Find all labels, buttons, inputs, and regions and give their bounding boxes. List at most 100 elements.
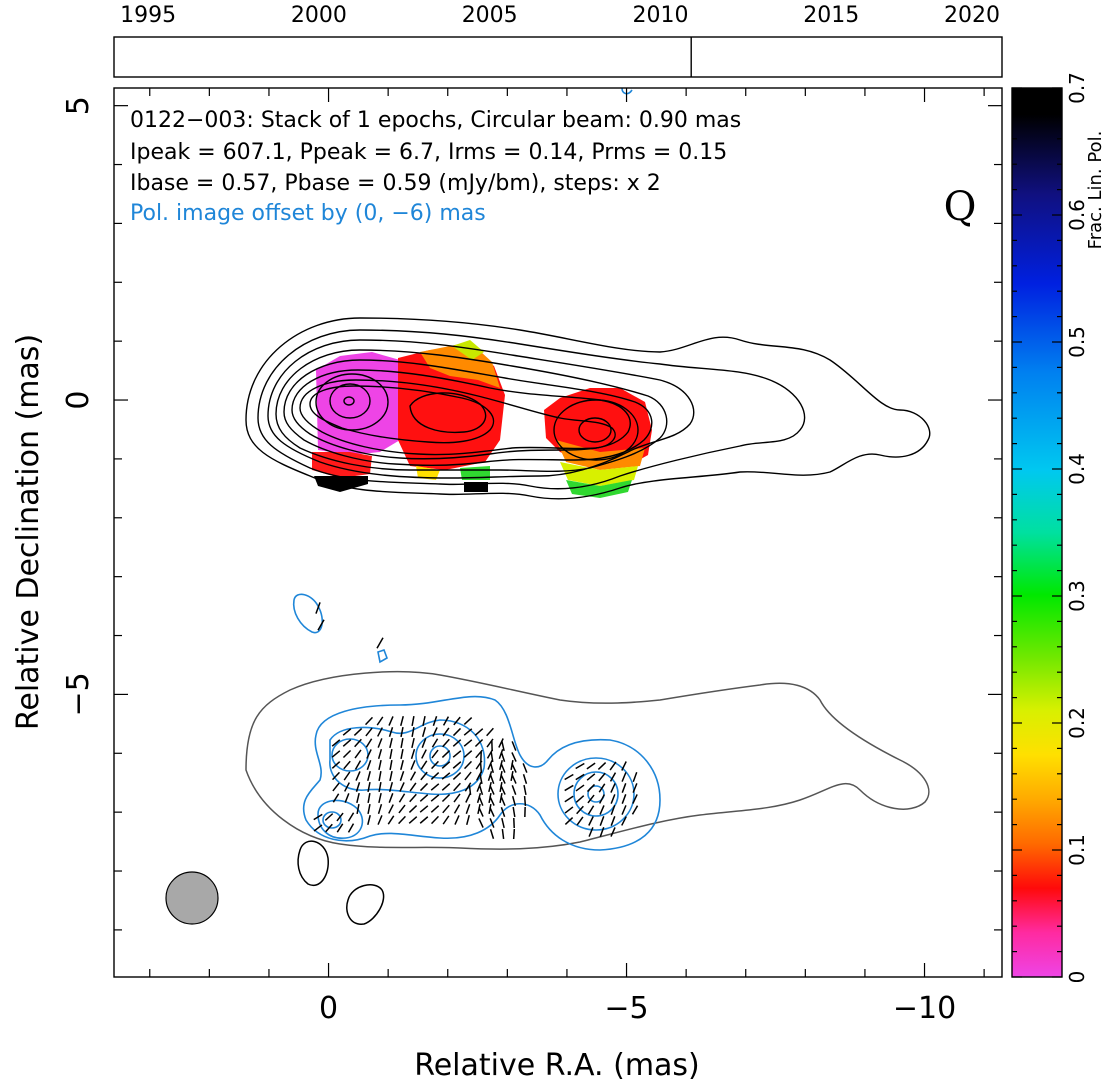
evpa-tick (342, 728, 352, 736)
y-tick-label: 5 (61, 96, 96, 115)
evpa-tick (500, 796, 506, 806)
evpa-tick (489, 785, 495, 795)
evpa-tick (317, 619, 325, 631)
evpa-tick (332, 782, 340, 792)
evpa-tick (389, 737, 393, 749)
evpa-tick (475, 760, 483, 770)
evpa-tick (453, 804, 461, 814)
evpa-tick (331, 739, 341, 747)
evpa-tick (452, 739, 462, 747)
evpa-tick (599, 827, 605, 837)
timeline-tick-label: 2010 (632, 3, 688, 28)
ghost-blob-2 (346, 884, 385, 925)
evpa-tick (511, 795, 517, 807)
evpa-tick (442, 716, 450, 726)
evpa-tick (478, 796, 484, 806)
evpa-tick (442, 727, 450, 737)
evpa-tick (408, 804, 418, 814)
evpa-tick (431, 749, 439, 759)
evpa-tick (599, 805, 605, 815)
evpa-tick (453, 793, 461, 803)
evpa-tick (387, 815, 395, 825)
pol-contour-mid2 (331, 738, 369, 772)
colorbar-tick-label: 0.6 (1065, 199, 1089, 231)
evpa-tick (522, 773, 528, 785)
evpa-tick (366, 760, 372, 770)
evpa-tick (474, 728, 484, 736)
evpa-tick (468, 784, 472, 796)
evpa-tick (442, 815, 450, 825)
evpa-tick (631, 805, 639, 815)
evpa-tick (632, 783, 638, 793)
evpa-tick (399, 782, 405, 792)
evpa-tick (364, 716, 374, 726)
evpa-tick (441, 749, 451, 759)
evpa-tick (511, 752, 517, 762)
evpa-tick (489, 818, 495, 828)
evpa-tick (523, 784, 527, 796)
evpa-tick (388, 716, 394, 726)
evpa-tick (421, 726, 427, 738)
evpa-tick (331, 750, 341, 758)
evpa-tick (486, 727, 494, 737)
evpa-tick (430, 783, 440, 791)
timeline-tick-label: 2005 (462, 3, 518, 28)
evpa-tick (500, 752, 506, 762)
colorbar-label: Frac. Lin. Pol. (1085, 131, 1106, 250)
evpa-tick (388, 804, 394, 814)
ghost-i-contour (245, 671, 930, 850)
timeline-tick-label: 2000 (291, 3, 347, 28)
evpa-tick (575, 773, 585, 781)
evpa-tick (523, 795, 527, 807)
plot-frame (113, 87, 1003, 978)
evpa-tick (487, 771, 493, 781)
evpa-tick (344, 782, 350, 792)
evpa-tick (400, 726, 404, 738)
evpa-tick (621, 783, 627, 793)
evpa-tick (463, 760, 473, 770)
evpa-tick (463, 728, 473, 736)
evpa-tick (388, 793, 394, 803)
y-tick-label: −5 (61, 672, 96, 716)
evpa-tick (378, 759, 382, 771)
evpa-tick (442, 738, 450, 748)
evpa-tick (419, 816, 429, 824)
evpa-tick (400, 748, 404, 760)
i-contour-9 (315, 373, 389, 431)
evpa-tick (512, 806, 516, 818)
i-contour-jet1-inner (409, 392, 487, 434)
evpa-tick (587, 805, 595, 815)
evpa-tick (576, 816, 584, 826)
timeline-frame (113, 36, 1003, 78)
colorbar-tick-label: 0.7 (1065, 72, 1089, 104)
evpa-tick (409, 771, 417, 781)
i-contour-jet2-1 (553, 399, 639, 461)
colorbar-tick-label: 0.5 (1065, 326, 1089, 358)
evpa-tick (489, 774, 495, 784)
evpa-tick (313, 824, 323, 832)
evpa-tick (365, 727, 373, 737)
evpa-tick (479, 773, 483, 785)
evpa-tick (441, 793, 451, 803)
evpa-tick (489, 807, 495, 817)
evpa-tick (400, 715, 404, 727)
evpa-tick (564, 806, 574, 814)
evpa-tick (367, 770, 371, 782)
evpa-tick (452, 750, 462, 758)
evpa-tick (356, 803, 360, 815)
evpa-ticks (313, 602, 639, 840)
evpa-tick (564, 817, 574, 825)
evpa-tick (478, 807, 484, 817)
evpa-tick (464, 771, 472, 781)
evpa-tick (419, 805, 429, 813)
evpa-tick (410, 748, 416, 760)
evpa-tick (610, 816, 616, 826)
x-axis-label: Relative R.A. (mas) (414, 1048, 700, 1083)
evpa-tick (501, 740, 505, 752)
evpa-tick (378, 770, 382, 782)
evpa-tick (432, 716, 438, 726)
evpa-tick (465, 793, 471, 803)
evpa-tick (342, 739, 352, 747)
evpa-tick (474, 738, 484, 748)
